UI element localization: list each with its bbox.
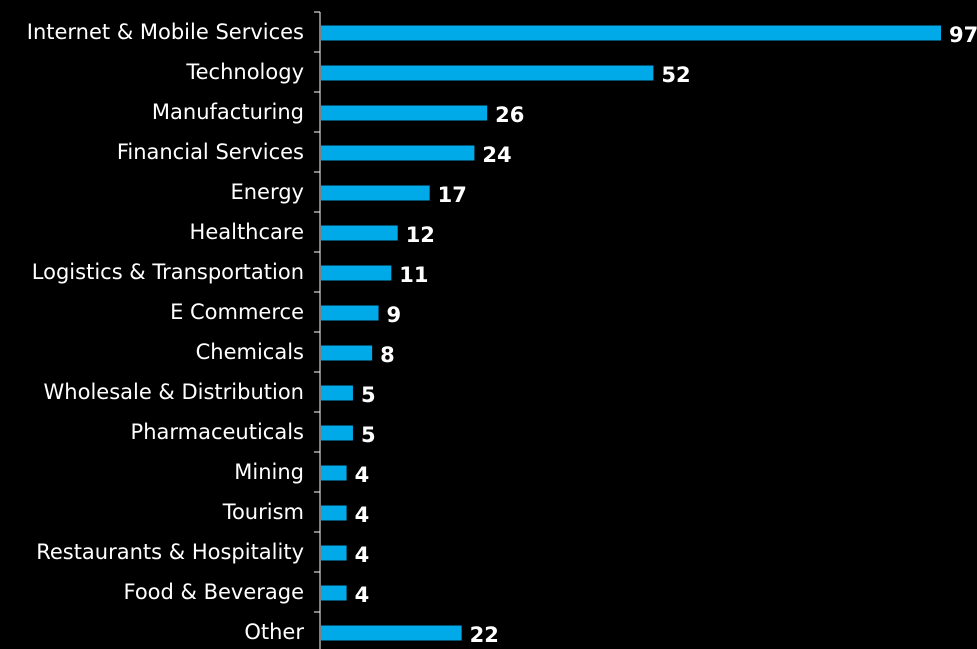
- value-label: 26: [495, 103, 524, 127]
- value-label: 4: [355, 583, 370, 607]
- bar: [321, 305, 379, 321]
- bar: [321, 265, 392, 281]
- category-label: Restaurants & Hospitality: [36, 540, 304, 564]
- bar: [321, 345, 373, 361]
- category-label: Chemicals: [196, 340, 304, 364]
- category-label: Technology: [185, 60, 304, 84]
- bar: [321, 505, 347, 521]
- category-label: Internet & Mobile Services: [27, 20, 304, 44]
- bar: [321, 185, 430, 201]
- value-label: 52: [661, 63, 690, 87]
- category-label: Food & Beverage: [123, 580, 304, 604]
- value-label: 4: [355, 543, 370, 567]
- category-label: Other: [244, 620, 304, 644]
- bar: [321, 425, 353, 441]
- category-label: Healthcare: [190, 220, 304, 244]
- value-label: 12: [406, 223, 435, 247]
- value-label: 5: [361, 383, 376, 407]
- bar: [321, 585, 347, 601]
- bar: [321, 385, 353, 401]
- category-label: Financial Services: [117, 140, 304, 164]
- value-label: 9: [387, 303, 402, 327]
- category-label: Mining: [234, 460, 304, 484]
- value-label: 4: [355, 463, 370, 487]
- category-labels: Internet & Mobile Services Technology Manu…: [27, 20, 305, 644]
- category-label: Manufacturing: [152, 100, 304, 124]
- bar: [321, 25, 941, 41]
- category-label: Logistics & Transportation: [32, 260, 304, 284]
- category-label: Energy: [230, 180, 304, 204]
- category-label: E Commerce: [170, 300, 304, 324]
- value-label: 17: [438, 183, 467, 207]
- category-label: Wholesale & Distribution: [44, 380, 304, 404]
- value-label: 4: [355, 503, 370, 527]
- category-label: Tourism: [222, 500, 304, 524]
- value-label: 22: [470, 623, 499, 647]
- bar: [321, 545, 347, 561]
- bar: [321, 145, 475, 161]
- value-label: 5: [361, 423, 376, 447]
- bar: [321, 65, 654, 81]
- value-label: 24: [482, 143, 511, 167]
- category-label: Pharmaceuticals: [131, 420, 304, 444]
- value-label: 97: [949, 23, 977, 47]
- bar: [321, 625, 462, 641]
- bars: [321, 25, 941, 641]
- category-axis: [314, 11, 321, 649]
- bar: [321, 465, 347, 481]
- value-label: 11: [399, 263, 428, 287]
- bar: [321, 105, 488, 121]
- value-label: 8: [380, 343, 395, 367]
- bar: [321, 225, 398, 241]
